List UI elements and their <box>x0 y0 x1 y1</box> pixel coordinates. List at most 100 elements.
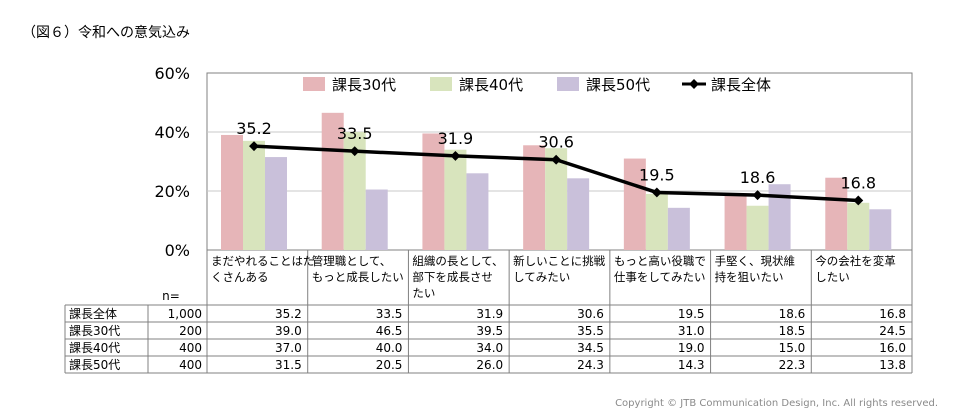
y-tick-label: 60% <box>154 64 190 83</box>
table-cell: 34.5 <box>577 341 604 355</box>
table-cell: 20.5 <box>376 358 403 372</box>
category-label: たい <box>412 286 435 300</box>
table-cell: 18.5 <box>779 324 806 338</box>
table-cell: 33.5 <box>376 307 403 321</box>
data-label: 35.2 <box>236 119 272 138</box>
copyright-notice: Copyright © JTB Communication Design, In… <box>615 398 938 409</box>
n-label: n= <box>162 289 180 303</box>
legend-label: 課長50代 <box>586 76 650 94</box>
table-n-value: 400 <box>179 358 202 372</box>
line-total-point <box>651 187 662 198</box>
category-label: 部下を成長させ <box>412 270 493 284</box>
table-cell: 35.2 <box>275 307 302 321</box>
table-cell: 24.5 <box>879 324 906 338</box>
bar-30s <box>623 158 646 250</box>
table-cell: 35.5 <box>577 324 604 338</box>
y-tick-label: 20% <box>154 182 190 201</box>
bar-30s <box>321 112 344 250</box>
bar-50s <box>365 189 388 250</box>
bar-40s <box>343 132 366 250</box>
table-cell: 16.8 <box>879 307 906 321</box>
table-row-label: 課長全体 <box>69 306 117 321</box>
table-cell: 31.0 <box>678 324 705 338</box>
bar-40s <box>746 205 769 250</box>
table-cell: 40.0 <box>376 341 403 355</box>
bar-50s <box>567 178 590 250</box>
table-cell: 39.5 <box>476 324 503 338</box>
bar-40s <box>545 148 568 250</box>
table-cell: 34.0 <box>476 341 503 355</box>
category-label: くさんある <box>211 270 269 284</box>
table-row-label: 課長40代 <box>69 340 120 355</box>
table-cell: 19.5 <box>678 307 705 321</box>
line-total-point <box>551 154 562 165</box>
table-n-value: 1,000 <box>168 307 202 321</box>
table-cell: 19.0 <box>678 341 705 355</box>
bar-50s <box>667 207 690 250</box>
legend-swatch <box>303 77 325 91</box>
page-title: （図６）令和への意気込み <box>22 25 190 41</box>
data-label: 18.6 <box>740 168 776 187</box>
data-label: 16.8 <box>840 173 876 192</box>
data-label: 30.6 <box>538 133 574 152</box>
bar-50s <box>768 184 791 250</box>
legend-marker-total <box>689 79 699 89</box>
category-label: してみたい <box>513 270 570 284</box>
bar-40s <box>847 202 870 250</box>
bar-50s <box>265 157 287 250</box>
bar-30s <box>724 195 747 250</box>
bar-30s <box>523 145 546 250</box>
category-label: もっと成長したい <box>312 270 404 284</box>
category-label: 持を狙いたい <box>715 270 784 284</box>
line-total-point <box>450 150 461 161</box>
legend-swatch <box>430 77 452 91</box>
category-label: 仕事をしてみたい <box>614 270 706 284</box>
category-label: 組織の長として、 <box>412 254 503 268</box>
line-total-point <box>752 190 763 201</box>
category-label: まだやれることはた <box>211 254 314 268</box>
data-label: 31.9 <box>438 129 474 148</box>
bar-30s <box>422 133 445 250</box>
line-total-point <box>249 141 259 152</box>
line-total-point <box>349 146 360 157</box>
table-cell: 31.9 <box>476 307 503 321</box>
table-cell: 30.6 <box>577 307 604 321</box>
table-cell: 46.5 <box>376 324 403 338</box>
table-cell: 31.5 <box>275 358 302 372</box>
legend-label: 課長全体 <box>711 76 771 94</box>
table-cell: 37.0 <box>275 341 302 355</box>
bar-40s <box>444 149 467 250</box>
category-label: 手堅く、現状維 <box>715 254 796 268</box>
category-label: もっと高い役職で <box>614 254 706 268</box>
table-row-label: 課長50代 <box>69 357 120 372</box>
category-label: 管理職として、 <box>312 254 392 268</box>
y-tick-label: 0% <box>165 241 190 260</box>
legend-label: 課長30代 <box>332 76 396 94</box>
category-label: 新しいことに挑戦 <box>513 254 605 268</box>
table-n-value: 200 <box>179 324 202 338</box>
table-cell: 16.0 <box>879 341 906 355</box>
table-cell: 15.0 <box>779 341 806 355</box>
table-cell: 39.0 <box>275 324 302 338</box>
table-cell: 18.6 <box>779 307 806 321</box>
bar-40s <box>645 193 668 250</box>
bar-30s <box>825 177 848 250</box>
category-label: 今の会社を変革 <box>815 254 896 268</box>
bar-50s <box>466 173 489 250</box>
table-cell: 24.3 <box>577 358 604 372</box>
table-cell: 13.8 <box>879 358 906 372</box>
table-n-value: 400 <box>179 341 202 355</box>
data-label: 33.5 <box>337 124 373 143</box>
category-label: したい <box>815 270 850 284</box>
table-row-label: 課長30代 <box>69 323 120 338</box>
line-total-point <box>853 195 864 206</box>
bar-40s <box>243 140 265 250</box>
bar-30s <box>221 134 243 250</box>
table-cell: 22.3 <box>779 358 806 372</box>
data-label: 19.5 <box>639 165 675 184</box>
legend-swatch <box>557 77 579 91</box>
table-cell: 14.3 <box>678 358 705 372</box>
bar-50s <box>869 209 892 250</box>
y-tick-label: 40% <box>154 123 190 142</box>
